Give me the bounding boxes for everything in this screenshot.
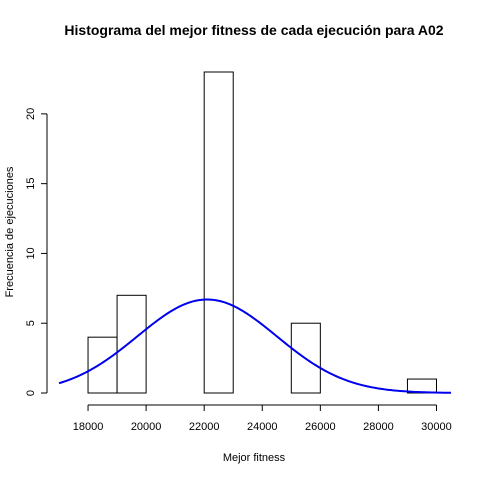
density-curve-group	[58, 298, 452, 394]
x-tick-label-3: 24000	[247, 421, 278, 433]
x-tick-label-4: 26000	[305, 421, 336, 433]
histogram-bar-1	[116, 294, 147, 394]
histogram-bar-0	[87, 336, 118, 394]
y-axis-label: Frecuencia de ejecuciones	[4, 166, 16, 297]
x-axis-label: Mejor fitness	[223, 452, 286, 464]
x-tick-label-2: 22000	[189, 421, 220, 433]
bars-group	[87, 71, 437, 394]
x-tick-label-6: 30000	[421, 421, 452, 433]
y-tick-label-2: 10	[25, 247, 37, 259]
x-tick-label-1: 20000	[131, 421, 162, 433]
y-tick-label-1: 5	[25, 320, 37, 326]
y-tick-label-0: 0	[25, 390, 37, 396]
chart-title: Histograma del mejor fitness de cada eje…	[64, 22, 443, 38]
y-tick-label-4: 20	[25, 108, 37, 120]
histogram-bar-4	[203, 71, 234, 394]
x-tick-label-0: 18000	[73, 421, 104, 433]
y-tick-label-3: 15	[25, 178, 37, 190]
y-axis: 0 5 10 15 20	[25, 108, 48, 396]
x-tick-label-5: 28000	[363, 421, 394, 433]
x-axis: 18000 20000 22000 24000 26000 28000 30000	[73, 404, 452, 433]
density-curve-line	[58, 298, 452, 394]
